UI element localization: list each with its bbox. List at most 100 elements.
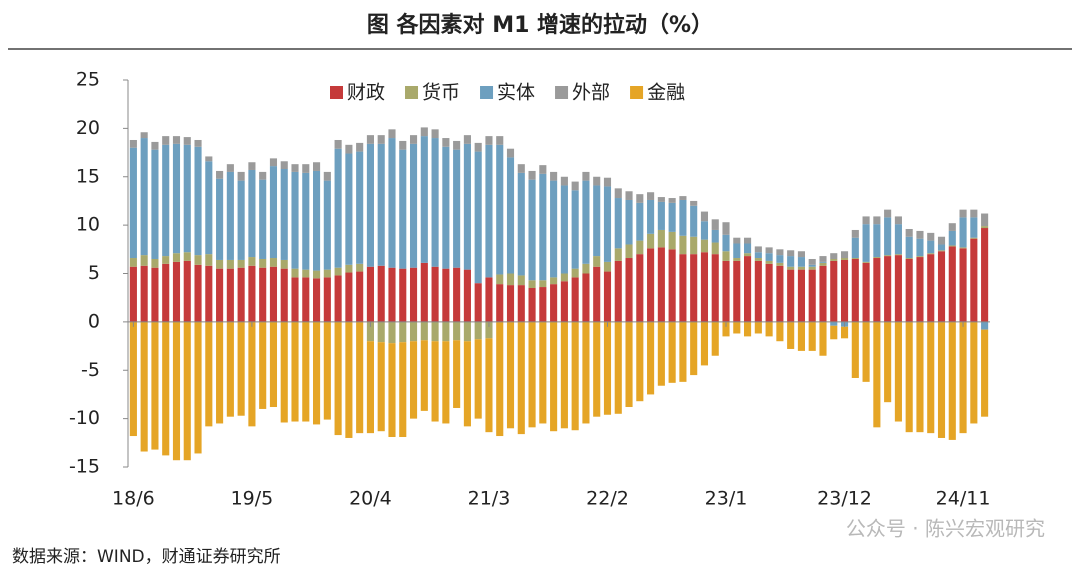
bar-segment [625,258,633,322]
bar-segment [970,321,978,424]
bar-segment [216,259,224,269]
bar-segment [366,135,374,144]
bar-segment [140,132,148,139]
bar-segment [711,229,719,243]
bar-segment [550,284,558,322]
bar-segment [205,254,213,266]
bar-segment [614,321,622,414]
bar-segment [873,258,881,322]
bar-segment [313,321,321,425]
bar-segment [345,321,353,438]
bar-segment [237,180,245,260]
bar-segment [366,321,374,342]
bar-segment [399,149,407,269]
bar-segment [280,321,288,423]
bar-segment [259,171,267,180]
bar-segment [927,254,935,322]
bar-segment [420,127,428,137]
bar-segment [356,263,364,272]
bar-segment [496,144,504,275]
legend-label: 货币 [422,82,460,104]
bar-segment [550,171,558,181]
bar-segment [593,185,601,257]
bar-segment [129,321,137,437]
legend-swatch [555,86,569,99]
bar-segment [927,253,935,255]
bar-segment [323,277,331,322]
bar-segment [226,259,234,269]
bar-segment [431,266,439,322]
bar-segment [700,211,709,222]
bar-segment [226,171,234,260]
legend-label: 外部 [572,82,610,104]
bar-segment [269,166,278,259]
bar-segment [129,258,137,267]
bar-segment [377,143,385,266]
bar-segment [862,321,870,382]
bar-segment [431,129,439,139]
bar-segment [442,341,450,424]
bar-segment [140,265,148,322]
bar-segment [485,144,493,278]
bar-segment [916,238,924,257]
bar-segment [517,164,525,173]
bar-segment [356,271,364,322]
bar-segment [453,321,461,341]
bar-segment [905,258,913,322]
bar-segment [442,146,450,269]
bar-segment [700,321,709,366]
bar-segment [851,321,859,378]
bar-segment [183,137,191,145]
bar-segment [657,229,665,248]
bar-segment [420,136,428,263]
bar-segment [840,258,849,260]
bar-segment [560,273,568,282]
bar-segment [582,180,590,264]
bar-segment [323,269,331,278]
bar-segment [216,268,224,322]
bar-segment [172,253,181,262]
bar-segment [787,266,795,270]
bar-segment [733,260,741,322]
bar-segment [582,171,590,181]
bar-segment [733,321,741,334]
bar-segment [905,236,913,259]
bar-segment [884,321,892,403]
bar-segment [496,284,504,322]
bar-segment [366,143,374,267]
bar-segment [248,169,256,258]
bar-segment [862,216,870,225]
bar-segment [463,143,471,270]
bar-segment [808,264,816,267]
bar-segment [517,275,525,286]
bar-segment [129,139,137,148]
bar-segment [894,254,902,256]
bar-segment [625,199,633,245]
bar-segment [754,246,762,253]
bar-segment [625,321,633,408]
bar-segment [862,261,870,263]
bar-segment [700,239,709,253]
bar-segment [636,254,644,322]
bar-segment [787,256,795,267]
legend-label: 财政 [347,82,385,104]
bar-segment [722,260,730,322]
bar-segment [593,321,601,417]
bar-segment [485,338,493,433]
bar-segment [873,216,881,225]
bar-segment [399,342,407,438]
x-tick-label: 21/3 [468,488,511,510]
bar-segment [366,266,374,322]
bar-segment [183,321,191,461]
bar-segment [679,254,687,322]
bar-segment [205,156,213,162]
bar-segment [690,236,698,255]
bar-segment [431,321,439,342]
bar-segment [172,261,181,322]
bar-segment [636,194,644,203]
bar-segment [744,237,752,244]
bar-segment [366,341,374,434]
y-tick-label: 5 [88,262,100,284]
bar-segment [431,341,439,422]
bar-segment [787,250,795,257]
